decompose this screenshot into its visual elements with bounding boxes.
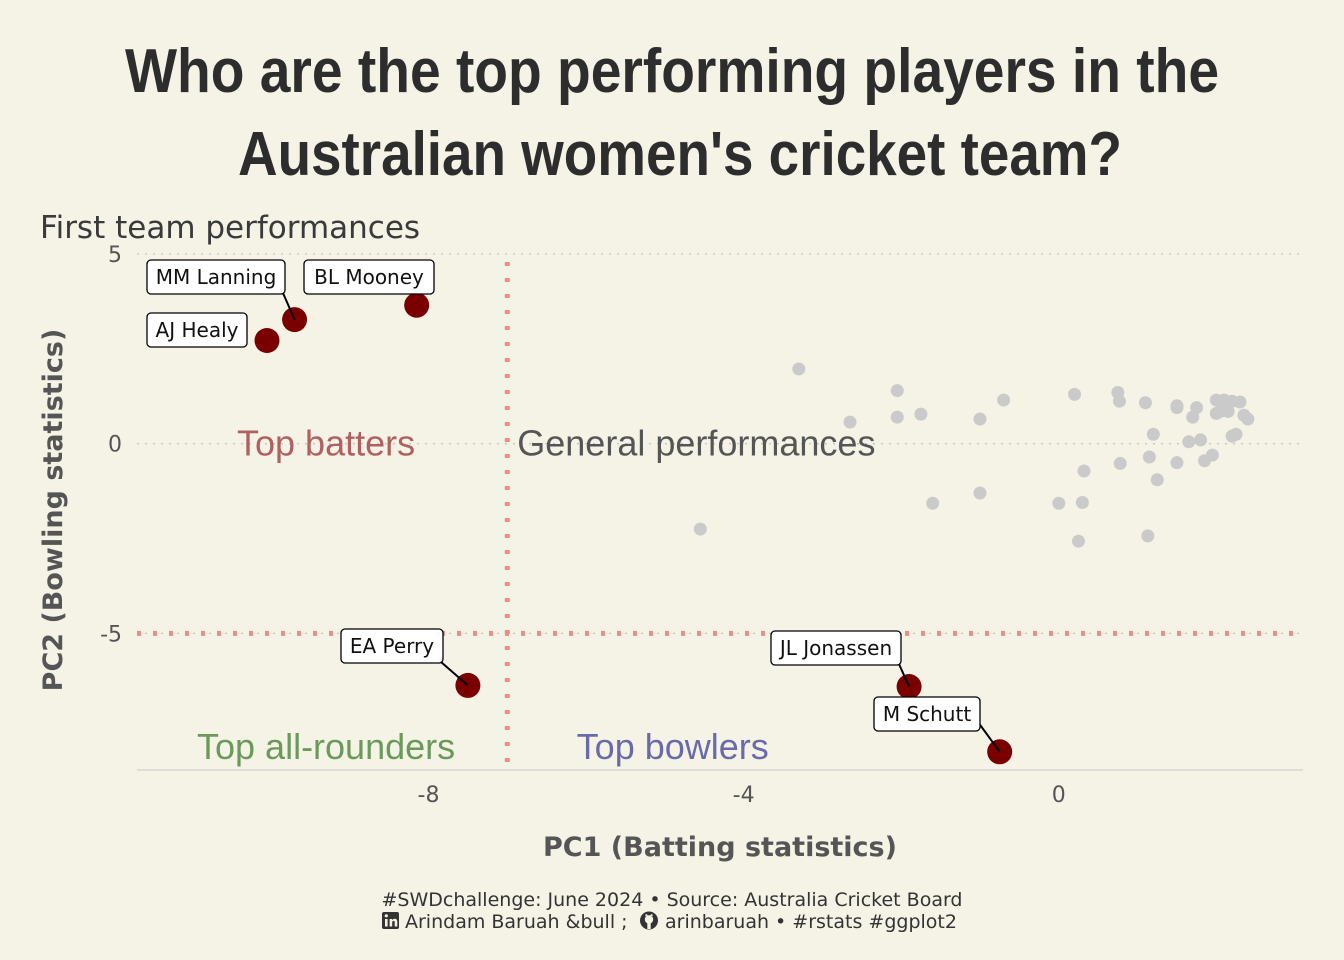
general-player-point <box>1141 529 1155 543</box>
general-player-point <box>1150 473 1164 487</box>
general-player-point <box>1241 412 1255 426</box>
label-connector <box>440 661 469 687</box>
general-player-point <box>973 412 987 426</box>
label-connector <box>898 663 910 687</box>
general-players <box>693 362 1255 548</box>
general-player-point <box>1221 404 1235 418</box>
player-label-box <box>873 696 981 732</box>
general-player-point <box>1194 433 1208 447</box>
player-label-box <box>146 312 248 348</box>
player-labels: MM Lanning BL Mooney AJ Healy EA Perry JL Jo… <box>146 259 1001 753</box>
player-label-box <box>770 630 902 666</box>
quadrant-label: Top all-rounders <box>197 726 455 767</box>
caption-handle: arinbaruah • #rstats #ggplot2 <box>665 911 957 933</box>
general-player-point <box>843 415 857 429</box>
y-tick-label: 0 <box>108 433 122 458</box>
player-label: EA Perry <box>350 634 434 658</box>
general-player-point <box>1112 394 1126 408</box>
general-player-point <box>1113 456 1127 470</box>
threshold-lines <box>137 262 1303 770</box>
general-player-point <box>1138 396 1152 410</box>
player-label: BL Mooney <box>314 265 424 289</box>
general-player-point <box>1142 450 1156 464</box>
general-player-point <box>1209 406 1223 420</box>
general-player-point <box>890 384 904 398</box>
caption-author: Arindam Baruah &bull ; <box>405 911 634 933</box>
highlighted-player-point <box>404 292 430 318</box>
general-player-point <box>1071 534 1085 548</box>
chart-title-line-1: Who are the top performing players in th… <box>125 37 1219 106</box>
general-player-point <box>1225 429 1239 443</box>
chart-subtitle: First team performances <box>40 210 420 246</box>
quadrant-label: Top bowlers <box>577 726 769 767</box>
general-player-point <box>1170 401 1184 415</box>
x-tick-label: 0 <box>1052 783 1066 808</box>
player-label: M Schutt <box>883 702 971 726</box>
general-player-point <box>792 362 806 376</box>
quadrant-label: Top batters <box>237 423 415 464</box>
player-label: AJ Healy <box>156 318 239 342</box>
general-player-point <box>1170 456 1184 470</box>
x-axis-title: PC1 (Batting statistics) <box>543 832 897 863</box>
general-player-point <box>1233 395 1247 409</box>
general-player-point <box>973 486 987 500</box>
general-player-point <box>1075 496 1089 510</box>
general-player-point <box>1198 454 1212 468</box>
highlighted-players <box>254 292 1013 765</box>
label-connector <box>977 721 1001 753</box>
chart-title-line-2: Australian women's cricket team? <box>238 120 1122 189</box>
caption-line-1: #SWDchallenge: June 2024 • Source: Austr… <box>382 889 963 911</box>
general-player-point <box>1182 435 1196 449</box>
player-label: JL Jonassen <box>778 636 892 660</box>
linkedin-icon <box>382 912 399 929</box>
general-player-point <box>1077 464 1091 478</box>
player-label-box <box>340 628 444 664</box>
player-label: MM Lanning <box>156 265 277 289</box>
x-tick-label: -8 <box>418 783 440 808</box>
general-player-point <box>926 496 940 510</box>
general-player-point <box>1146 427 1160 441</box>
y-tick-label: -5 <box>100 622 122 647</box>
x-tick-label: -4 <box>733 783 755 808</box>
general-player-point <box>1186 410 1200 424</box>
tick-labels: 5 0 -5 -8 -4 0 <box>100 243 1066 808</box>
caption-line-2: Arindam Baruah &bull ; arinbaruah • #rst… <box>382 911 957 933</box>
label-connector <box>282 292 296 321</box>
general-player-point <box>693 522 707 536</box>
quadrant-label: General performances <box>517 423 875 464</box>
general-player-point <box>890 410 904 424</box>
github-icon <box>640 911 658 930</box>
general-player-point <box>1052 496 1066 510</box>
player-label-box <box>303 259 435 295</box>
player-label-box <box>146 259 286 295</box>
highlighted-player-point <box>254 328 280 354</box>
general-player-point <box>997 393 1011 407</box>
y-axis-title: PC2 (Bowling statistics) <box>38 329 69 692</box>
y-tick-label: 5 <box>108 243 122 268</box>
quadrant-labels: Top batters General performances Top all-r… <box>197 423 875 768</box>
general-player-point <box>1068 387 1082 401</box>
general-player-point <box>914 407 928 421</box>
